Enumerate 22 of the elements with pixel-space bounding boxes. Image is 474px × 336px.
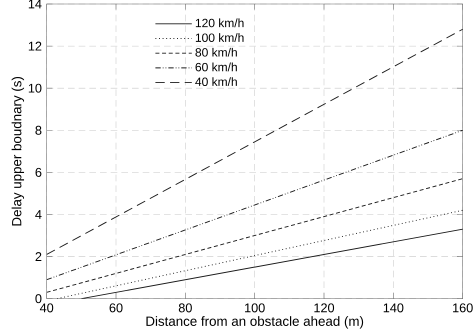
legend-label: 80 km/h <box>195 48 237 57</box>
y-tick-label: 0 <box>35 294 42 304</box>
legend-label: 60 km/h <box>196 62 237 72</box>
x-tick-label: 60 <box>110 303 123 312</box>
y-tick-label: 8 <box>35 126 42 135</box>
y-tick-label: 10 <box>28 84 42 93</box>
legend-label: 40 km/h <box>195 77 237 86</box>
y-tick-label: 6 <box>36 168 42 177</box>
y-tick-label: 2 <box>36 252 42 261</box>
x-tick-label: 140 <box>384 303 404 312</box>
x-tick-label: 80 <box>178 303 192 312</box>
y-tick-label: 4 <box>35 210 42 219</box>
x-tick-label: 100 <box>245 303 265 312</box>
y-tick-label: 14 <box>28 0 42 8</box>
x-tick-label: 160 <box>453 303 473 312</box>
legend-label: 100 km/h <box>196 33 244 42</box>
x-tick-label: 120 <box>314 303 334 312</box>
legend-label: 120 km/h <box>196 18 244 28</box>
y-axis-title: Delay upper boudnary (s) <box>12 76 24 226</box>
x-tick-label: 40 <box>40 303 54 312</box>
x-axis-title: Distance from an obstacle ahead (m) <box>146 316 364 329</box>
y-tick-label: 12 <box>28 42 42 51</box>
